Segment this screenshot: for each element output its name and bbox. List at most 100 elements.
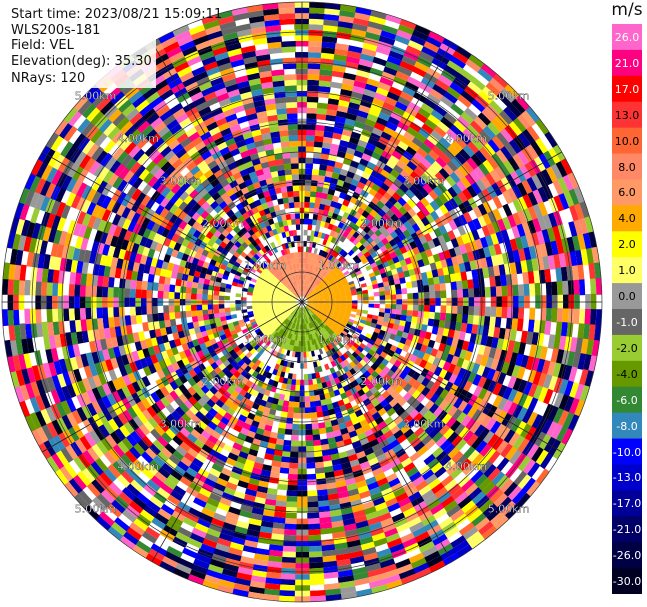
velocity-bin xyxy=(147,363,157,374)
velocity-bin xyxy=(255,318,262,324)
velocity-bin xyxy=(36,425,49,443)
velocity-bin xyxy=(176,235,185,245)
velocity-bin xyxy=(313,313,319,319)
velocity-bin xyxy=(340,392,348,400)
velocity-bin xyxy=(185,511,200,523)
velocity-bin xyxy=(227,433,238,443)
velocity-bin xyxy=(541,169,553,186)
velocity-bin xyxy=(403,165,415,176)
velocity-bin xyxy=(555,425,568,443)
velocity-bin xyxy=(227,322,234,329)
velocity-bin xyxy=(307,299,313,301)
velocity-bin xyxy=(290,384,296,391)
velocity-bin xyxy=(395,288,402,295)
velocity-bin xyxy=(67,220,77,235)
velocity-bin xyxy=(380,106,394,117)
velocity-bin xyxy=(169,489,184,502)
velocity-bin xyxy=(282,337,288,344)
velocity-bin xyxy=(146,479,161,492)
velocity-bin xyxy=(163,253,172,263)
velocity-bin xyxy=(240,362,248,370)
velocity-bin xyxy=(478,90,494,105)
velocity-bin xyxy=(456,475,471,489)
velocity-bin xyxy=(234,437,245,446)
velocity-bin xyxy=(48,227,58,243)
velocity-bin xyxy=(573,219,583,237)
velocity-bin xyxy=(333,245,340,252)
velocity-bin xyxy=(193,424,205,435)
velocity-bin xyxy=(562,412,575,430)
velocity-bin xyxy=(316,113,327,121)
velocity-bin xyxy=(107,172,120,187)
velocity-bin xyxy=(79,153,92,169)
velocity-bin xyxy=(291,303,297,306)
velocity-bin xyxy=(408,327,416,336)
velocity-bin xyxy=(327,311,334,315)
velocity-bin xyxy=(417,244,426,254)
velocity-bin xyxy=(90,460,104,476)
velocity-bin xyxy=(550,240,559,256)
velocity-bin xyxy=(303,312,306,319)
velocity-bin xyxy=(72,343,81,357)
velocity-bin xyxy=(164,442,176,455)
velocity-bin xyxy=(81,390,92,406)
velocity-bin xyxy=(289,333,293,340)
velocity-bin xyxy=(399,155,411,166)
velocity-bin xyxy=(330,520,344,528)
velocity-bin xyxy=(485,485,500,500)
velocity-bin xyxy=(280,567,296,575)
velocity-bin xyxy=(303,318,305,325)
velocity-bin xyxy=(525,233,535,248)
velocity-bin xyxy=(121,206,132,219)
velocity-bin xyxy=(417,336,425,345)
velocity-bin xyxy=(396,330,404,338)
velocity-bin xyxy=(377,282,384,288)
velocity-bin xyxy=(90,478,105,494)
velocity-bin xyxy=(307,323,310,329)
velocity-bin xyxy=(244,459,255,468)
velocity-bin xyxy=(183,329,191,337)
velocity-bin xyxy=(501,306,508,319)
velocity-bin xyxy=(399,337,407,345)
velocity-bin xyxy=(171,361,181,372)
velocity-bin xyxy=(206,398,216,408)
velocity-bin xyxy=(475,179,487,192)
velocity-bin xyxy=(371,183,381,193)
velocity-bin xyxy=(309,395,316,402)
velocity-bin xyxy=(593,262,602,280)
velocity-bin xyxy=(235,520,250,529)
velocity-bin xyxy=(106,198,117,212)
velocity-bin xyxy=(31,158,44,176)
velocity-bin xyxy=(299,324,302,330)
velocity-bin xyxy=(324,420,332,428)
velocity-bin xyxy=(386,187,396,197)
velocity-bin xyxy=(238,561,254,570)
velocity-bin xyxy=(468,306,475,316)
velocity-bin xyxy=(289,457,299,464)
velocity-bin xyxy=(266,316,273,321)
velocity-bin xyxy=(203,278,211,285)
velocity-bin xyxy=(166,179,178,191)
velocity-bin xyxy=(280,282,286,288)
velocity-bin xyxy=(362,356,370,364)
velocity-bin xyxy=(327,322,333,328)
velocity-bin xyxy=(254,553,270,561)
velocity-bin xyxy=(350,178,360,187)
velocity-bin xyxy=(253,344,260,351)
velocity-bin xyxy=(467,314,474,325)
velocity-bin xyxy=(111,200,122,214)
velocity-bin xyxy=(169,380,179,391)
velocity-bin xyxy=(463,211,473,224)
velocity-bin xyxy=(176,250,184,260)
velocity-bin xyxy=(287,473,298,480)
velocity-bin xyxy=(364,428,374,438)
velocity-bin xyxy=(194,522,209,534)
velocity-bin xyxy=(294,317,298,324)
velocity-bin xyxy=(319,329,325,336)
velocity-bin xyxy=(248,448,259,457)
velocity-bin xyxy=(177,557,194,570)
velocity-bin xyxy=(358,352,366,360)
velocity-bin xyxy=(153,167,166,180)
velocity-bin xyxy=(182,471,195,483)
velocity-bin xyxy=(273,511,286,518)
